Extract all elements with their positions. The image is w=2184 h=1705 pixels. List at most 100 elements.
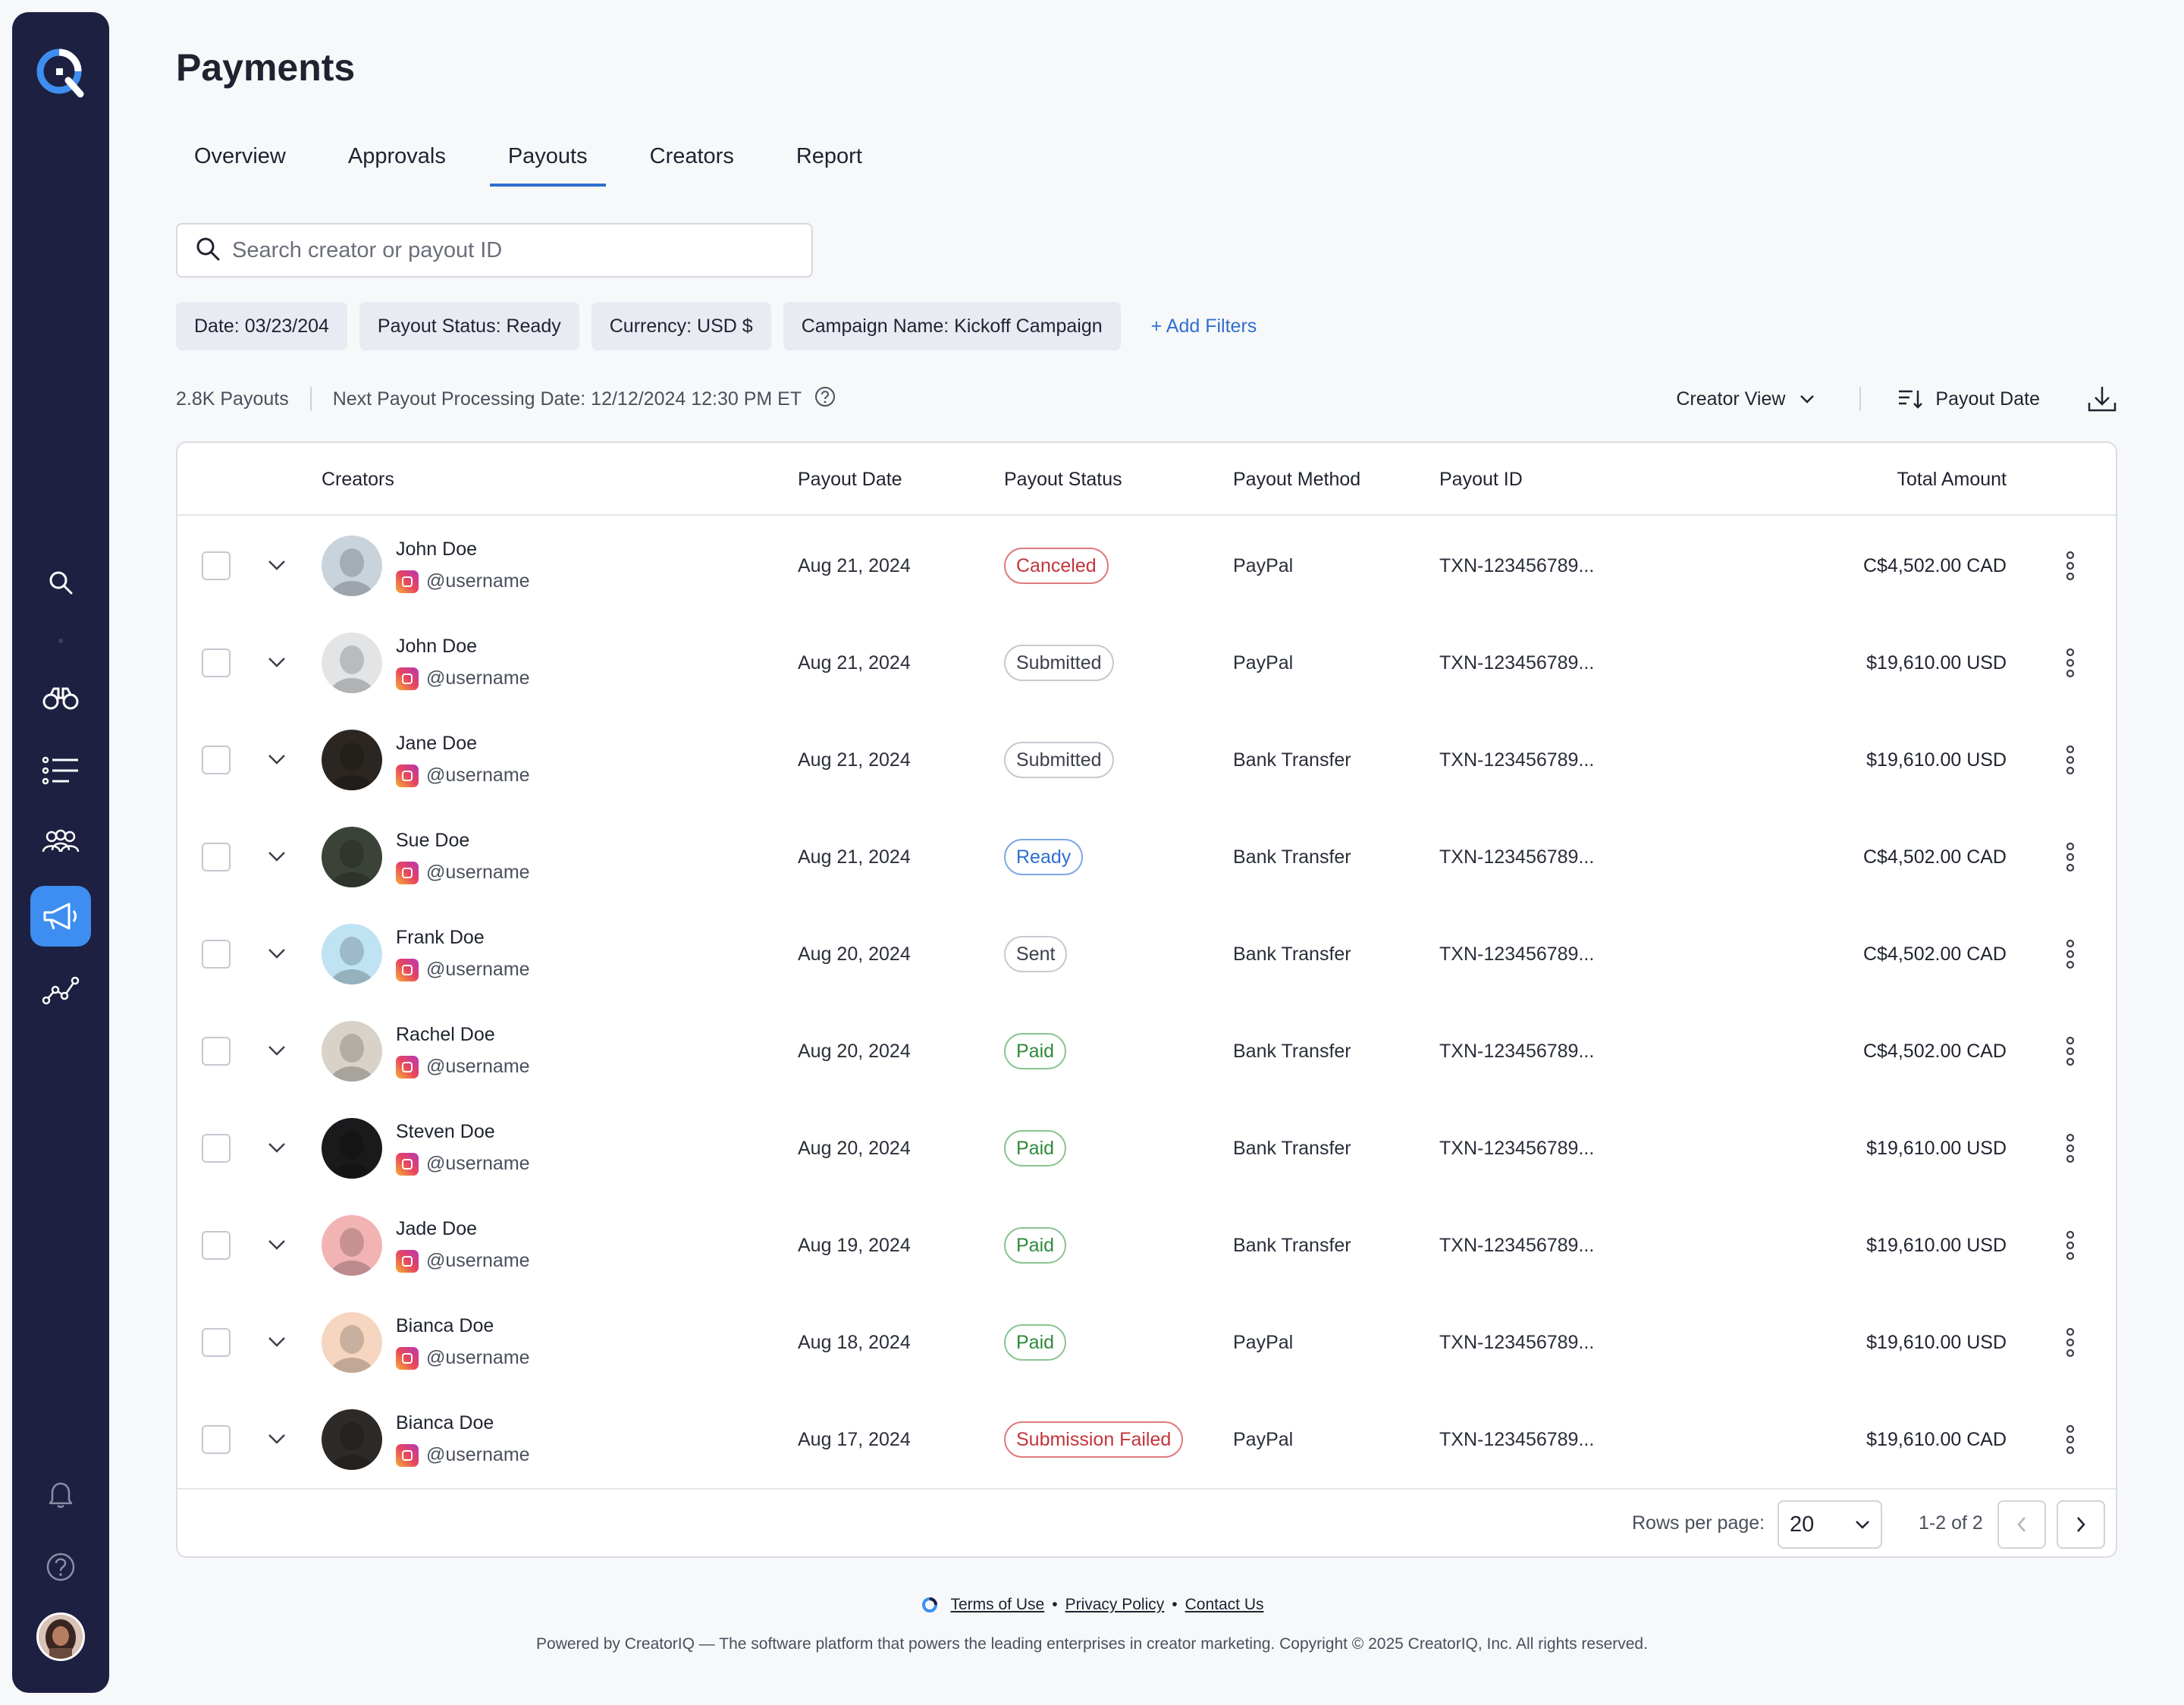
filter-chip-campaign[interactable]: Campaign Name: Kickoff Campaign xyxy=(783,302,1121,350)
list-icon[interactable] xyxy=(30,740,91,801)
table-row[interactable]: Sue Doe @username Aug 21, 2024 Ready Bank Tr… xyxy=(177,809,2116,906)
row-checkbox[interactable] xyxy=(202,746,231,774)
table-row[interactable]: Steven Doe @username Aug 20, 2024 Paid Bank … xyxy=(177,1100,2116,1197)
chevron-down-icon[interactable] xyxy=(265,651,288,674)
creator-name[interactable]: John Doe xyxy=(396,539,478,560)
table-row[interactable]: Frank Doe @username Aug 20, 2024 Sent Bank T… xyxy=(177,906,2116,1003)
more-options-icon[interactable] xyxy=(2064,1327,2076,1358)
search-icon[interactable] xyxy=(30,552,91,613)
column-header-payout-id[interactable]: Payout ID xyxy=(1439,469,1523,490)
creator-name[interactable]: Steven Doe xyxy=(396,1121,495,1142)
creator-name[interactable]: Jane Doe xyxy=(396,733,478,754)
filter-chip-payout-status[interactable]: Payout Status: Ready xyxy=(359,302,579,350)
payouts-table: Creators Payout Date Payout Status Payou… xyxy=(176,441,2117,1558)
help-icon[interactable] xyxy=(30,1537,91,1597)
previous-page-button[interactable] xyxy=(1997,1500,2046,1549)
row-checkbox[interactable] xyxy=(202,1134,231,1163)
tab-approvals[interactable]: Approvals xyxy=(347,144,446,168)
chevron-down-icon[interactable] xyxy=(265,1233,288,1256)
more-options-icon[interactable] xyxy=(2064,1036,2076,1066)
table-row[interactable]: Rachel Doe @username Aug 20, 2024 Paid Bank … xyxy=(177,1003,2116,1100)
payout-date: Aug 21, 2024 xyxy=(798,555,911,576)
next-page-button[interactable] xyxy=(2057,1500,2105,1549)
creator-name[interactable]: Jade Doe xyxy=(396,1218,478,1239)
privacy-policy-link[interactable]: Privacy Policy xyxy=(1065,1596,1165,1613)
chevron-down-icon[interactable] xyxy=(265,748,288,771)
filter-chip-currency[interactable]: Currency: USD $ xyxy=(591,302,771,350)
row-checkbox[interactable] xyxy=(202,551,231,580)
chevron-down-icon[interactable] xyxy=(265,1427,288,1450)
download-icon[interactable] xyxy=(2087,385,2117,413)
creator-avatar xyxy=(322,827,382,887)
table-row[interactable]: Jade Doe @username Aug 19, 2024 Paid Bank Tr… xyxy=(177,1197,2116,1294)
creator-username: @username xyxy=(426,1347,530,1368)
terms-of-use-link[interactable]: Terms of Use xyxy=(950,1596,1045,1613)
column-header-payout-method[interactable]: Payout Method xyxy=(1233,469,1361,490)
search-input[interactable] xyxy=(232,237,763,263)
column-header-payout-status[interactable]: Payout Status xyxy=(1004,469,1122,490)
row-checkbox[interactable] xyxy=(202,1037,231,1066)
footer-copyright: Powered by CreatorIQ — The software plat… xyxy=(536,1635,1648,1653)
payout-date: Aug 21, 2024 xyxy=(798,846,911,868)
row-checkbox[interactable] xyxy=(202,1328,231,1357)
add-filters-button[interactable]: + Add Filters xyxy=(1150,315,1257,337)
more-options-icon[interactable] xyxy=(2064,1424,2076,1455)
creator-name[interactable]: Bianca Doe xyxy=(396,1412,494,1433)
status-badge: Submitted xyxy=(1004,742,1114,778)
more-options-icon[interactable] xyxy=(2064,1230,2076,1261)
table-row[interactable]: John Doe @username Aug 21, 2024 Canceled Pay… xyxy=(177,517,2116,614)
chevron-down-icon[interactable] xyxy=(265,554,288,576)
row-checkbox[interactable] xyxy=(202,1231,231,1260)
creator-name[interactable]: Rachel Doe xyxy=(396,1024,495,1045)
row-checkbox[interactable] xyxy=(202,843,231,871)
network-icon[interactable] xyxy=(30,960,91,1021)
chevron-down-icon[interactable] xyxy=(265,942,288,965)
table-row[interactable]: Bianca Doe @username Aug 17, 2024 Submissio… xyxy=(177,1391,2116,1488)
tab-report[interactable]: Report xyxy=(795,144,862,168)
more-options-icon[interactable] xyxy=(2064,551,2076,581)
payout-method: Bank Transfer xyxy=(1233,749,1351,771)
status-badge: Submission Failed xyxy=(1004,1421,1184,1458)
contact-us-link[interactable]: Contact Us xyxy=(1185,1596,1264,1613)
chevron-down-icon[interactable] xyxy=(265,1136,288,1159)
tab-creators[interactable]: Creators xyxy=(649,144,734,168)
column-header-creators[interactable]: Creators xyxy=(322,469,394,490)
megaphone-icon[interactable] xyxy=(30,886,91,947)
creatoriq-logo-icon[interactable] xyxy=(35,46,86,109)
rows-per-page-select[interactable]: 20 xyxy=(1778,1500,1882,1549)
tab-overview[interactable]: Overview xyxy=(194,144,286,168)
table-row[interactable]: Jane Doe @username Aug 21, 2024 Submitted Ba… xyxy=(177,711,2116,809)
more-options-icon[interactable] xyxy=(2064,1133,2076,1163)
sort-icon xyxy=(1897,388,1923,410)
more-options-icon[interactable] xyxy=(2064,745,2076,775)
column-header-payout-date[interactable]: Payout Date xyxy=(798,469,902,490)
payout-date: Aug 19, 2024 xyxy=(798,1235,911,1256)
row-checkbox[interactable] xyxy=(202,1425,231,1454)
creator-name[interactable]: Frank Doe xyxy=(396,927,485,948)
creator-name[interactable]: Sue Doe xyxy=(396,830,470,851)
row-checkbox[interactable] xyxy=(202,648,231,677)
more-options-icon[interactable] xyxy=(2064,939,2076,969)
binoculars-icon[interactable] xyxy=(30,667,91,728)
chevron-down-icon[interactable] xyxy=(265,845,288,868)
total-amount: $19,610.00 USD xyxy=(1866,1138,2007,1159)
column-header-total-amount[interactable]: Total Amount xyxy=(1897,469,2007,490)
table-row[interactable]: Bianca Doe @username Aug 18, 2024 Paid PayPa… xyxy=(177,1294,2116,1391)
creator-name[interactable]: Bianca Doe xyxy=(396,1315,494,1336)
more-options-icon[interactable] xyxy=(2064,842,2076,872)
sort-button[interactable]: Payout Date xyxy=(1897,388,2040,410)
bell-icon[interactable] xyxy=(30,1464,91,1524)
table-row[interactable]: John Doe @username Aug 21, 2024 Submitted Pa… xyxy=(177,614,2116,711)
more-options-icon[interactable] xyxy=(2064,648,2076,678)
creator-username: @username xyxy=(426,1153,530,1174)
filter-chip-date[interactable]: Date: 03/23/204 xyxy=(176,302,347,350)
chevron-down-icon[interactable] xyxy=(265,1330,288,1353)
creator-name[interactable]: John Doe xyxy=(396,636,478,657)
users-icon[interactable] xyxy=(30,812,91,872)
chevron-down-icon[interactable] xyxy=(265,1039,288,1062)
creator-view-dropdown[interactable]: Creator View xyxy=(1676,388,1815,410)
user-avatar[interactable] xyxy=(36,1612,85,1661)
row-checkbox[interactable] xyxy=(202,940,231,969)
help-circle-icon[interactable] xyxy=(814,385,836,413)
tab-payouts[interactable]: Payouts xyxy=(489,135,606,187)
